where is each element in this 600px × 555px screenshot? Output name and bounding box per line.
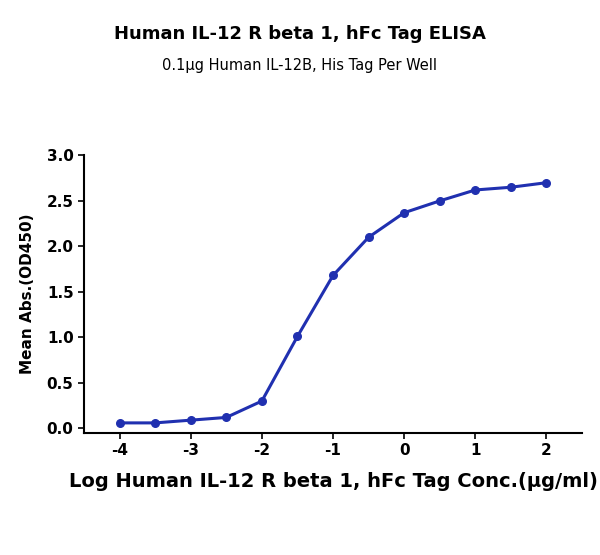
Point	[115, 418, 124, 427]
Point	[151, 418, 160, 427]
X-axis label: Log Human IL-12 R beta 1, hFc Tag Conc.(μg/ml): Log Human IL-12 R beta 1, hFc Tag Conc.(…	[68, 472, 598, 491]
Point	[470, 185, 480, 194]
Point	[506, 183, 515, 191]
Point	[400, 208, 409, 217]
Point	[328, 271, 338, 280]
Point	[542, 178, 551, 187]
Point	[221, 413, 231, 422]
Point	[293, 332, 302, 341]
Point	[364, 233, 373, 242]
Point	[186, 416, 196, 425]
Text: Human IL-12 R beta 1, hFc Tag ELISA: Human IL-12 R beta 1, hFc Tag ELISA	[114, 25, 486, 43]
Text: 0.1μg Human IL-12B, His Tag Per Well: 0.1μg Human IL-12B, His Tag Per Well	[163, 58, 437, 73]
Point	[435, 196, 445, 205]
Y-axis label: Mean Abs.(OD450): Mean Abs.(OD450)	[20, 214, 35, 375]
Point	[257, 397, 266, 406]
